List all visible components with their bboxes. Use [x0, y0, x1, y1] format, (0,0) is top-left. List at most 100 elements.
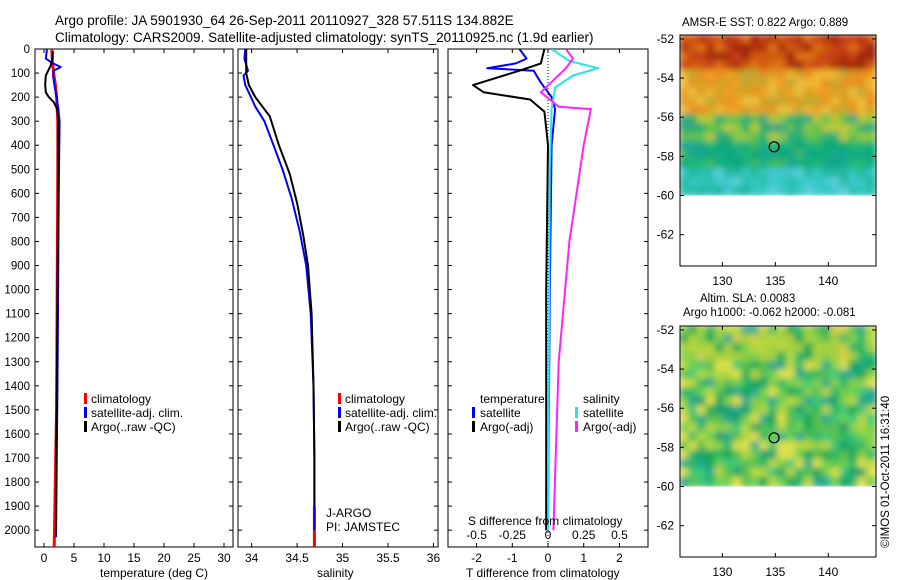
map-cell — [680, 369, 690, 381]
map-cell — [803, 123, 815, 135]
map-cell — [768, 458, 779, 470]
map-cell — [794, 432, 806, 443]
map-cell — [741, 423, 753, 434]
map-cell — [777, 467, 788, 479]
temperature-axes-box — [34, 48, 234, 548]
map-cell — [705, 387, 717, 399]
map-cell — [857, 458, 869, 470]
map-cell — [794, 414, 806, 426]
map-cell — [839, 123, 851, 135]
map-cell — [812, 69, 824, 81]
legend-label: Argo(..raw -QC) — [345, 420, 430, 434]
map-cell — [812, 158, 824, 170]
map-cell — [696, 69, 708, 81]
map-cell — [732, 440, 744, 452]
float-pi-label: PI: JAMSTEC — [326, 520, 400, 534]
map-cell — [857, 467, 869, 479]
map-cell — [830, 333, 842, 345]
map-cell — [723, 132, 735, 143]
map-cell — [750, 105, 762, 117]
map-cell — [750, 87, 762, 99]
map-cell — [687, 87, 699, 99]
map-xtick-label: 140 — [818, 565, 838, 579]
map-cell — [705, 423, 717, 434]
map-cell — [821, 440, 833, 452]
map-cell — [732, 105, 744, 117]
map-cell — [705, 69, 717, 81]
map-cell — [857, 185, 869, 197]
map-cell — [839, 396, 851, 408]
map-cell — [839, 440, 851, 452]
map-cell — [821, 96, 833, 108]
map-cell — [750, 60, 762, 72]
sla_map-field — [680, 326, 876, 488]
map-cell — [848, 360, 860, 372]
map-cell — [696, 476, 708, 488]
map-cell — [803, 35, 815, 45]
map-cell — [723, 185, 735, 197]
map-cell — [857, 326, 869, 336]
map-cell — [723, 423, 735, 434]
map-cell — [777, 440, 788, 452]
map-cell — [696, 185, 708, 197]
map-cell — [714, 78, 726, 90]
map-cell — [732, 123, 744, 135]
map-cell — [750, 414, 762, 426]
map-cell — [857, 432, 869, 443]
map-cell — [696, 396, 708, 408]
map-cell — [839, 35, 851, 45]
map-cell — [680, 449, 690, 461]
map-cell — [857, 351, 869, 363]
map-cell — [696, 60, 708, 72]
sdiff-tick-label: 0.25 — [572, 528, 596, 542]
map-cell — [830, 378, 842, 390]
map-cell — [723, 114, 735, 126]
map-cell — [812, 423, 824, 434]
temperature-panel: 0100200300400500600700800900100011001200… — [4, 44, 234, 565]
map-cell — [732, 414, 744, 426]
map-cell — [803, 60, 815, 72]
map-cell — [794, 351, 806, 363]
map-cell — [866, 185, 876, 197]
map-cell — [741, 396, 753, 408]
map-cell — [759, 405, 771, 417]
map-cell — [680, 167, 690, 179]
map-cell — [705, 351, 717, 363]
sla-map-panel: -52 -54 -56 -58 -60 -62 130 135 140 — [657, 323, 877, 579]
map-cell — [857, 114, 869, 126]
map-cell — [714, 158, 726, 170]
map-cell — [714, 378, 726, 390]
map-cell — [830, 449, 842, 461]
map-cell — [723, 440, 735, 452]
map-cell — [714, 114, 726, 126]
map-cell — [821, 351, 833, 363]
map-cell — [768, 342, 779, 354]
map-cell — [812, 458, 824, 470]
map-cell — [794, 51, 806, 63]
map-cell — [830, 405, 842, 417]
map-cell — [794, 449, 806, 461]
map-cell — [680, 440, 690, 452]
salinity-series-argo-raw-qc- — [245, 49, 316, 507]
map-cell — [821, 149, 833, 161]
map-cell — [803, 132, 815, 143]
map-cell — [794, 378, 806, 390]
map-cell — [723, 432, 735, 443]
map-cell — [750, 158, 762, 170]
map-cell — [732, 378, 744, 390]
map-cell — [680, 114, 690, 126]
map-cell — [768, 60, 779, 72]
map-cell — [696, 378, 708, 390]
differences-series-group — [472, 49, 599, 531]
map-cell — [830, 132, 842, 143]
map-cell — [821, 105, 833, 117]
map-cell — [777, 114, 788, 126]
map-cell — [759, 51, 771, 63]
differences-xtick-label: 2 — [616, 551, 623, 565]
map-cell — [705, 378, 717, 390]
map-cell — [680, 158, 690, 170]
map-cell — [857, 60, 869, 72]
map-cell — [687, 141, 699, 152]
map-cell — [741, 87, 753, 99]
legend-swatch — [472, 421, 475, 432]
